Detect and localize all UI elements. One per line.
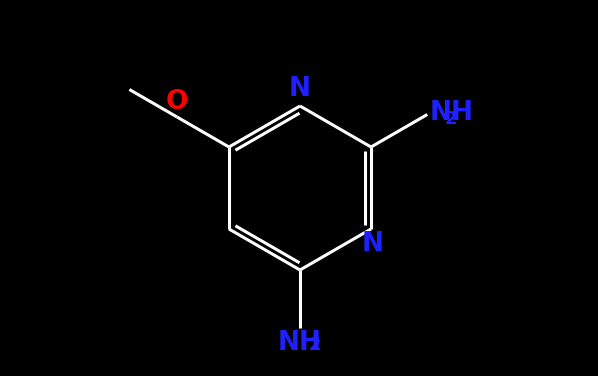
Text: N: N: [289, 76, 311, 102]
Text: N: N: [362, 231, 384, 257]
Text: 2: 2: [309, 336, 321, 354]
Text: NH: NH: [429, 100, 473, 126]
Text: O: O: [166, 89, 188, 115]
Text: 2: 2: [445, 109, 457, 127]
Text: NH: NH: [278, 330, 322, 356]
